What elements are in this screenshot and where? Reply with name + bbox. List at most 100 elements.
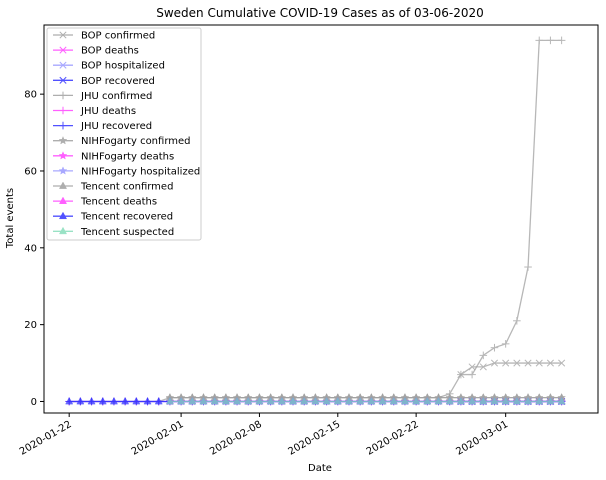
legend-swatch-marker: [59, 121, 67, 130]
y-tick-label: 80: [24, 90, 37, 101]
legend-swatch-marker: [59, 31, 67, 39]
data-point: [468, 363, 476, 371]
legend-label: BOP deaths: [81, 46, 139, 57]
data-point: [199, 396, 208, 405]
legend-label: BOP hospitalized: [81, 61, 165, 72]
legend: BOP confirmed BOP deaths BOP hospitalized B…: [46, 27, 202, 241]
chart-title: Sweden Cumulative COVID-19 Cases as of 0…: [156, 6, 484, 20]
legend-label: Tencent recovered: [80, 212, 173, 223]
data-point: [468, 396, 477, 405]
data-point: [468, 370, 476, 379]
legend-entry: [53, 196, 73, 204]
legend-box: [46, 27, 202, 241]
data-point: [490, 343, 499, 352]
data-point: [165, 396, 174, 405]
data-point: [266, 396, 275, 405]
legend-swatch-marker: [59, 76, 67, 84]
data-point: [457, 370, 465, 379]
legend-label: JHU deaths: [80, 106, 136, 117]
legend-swatch-marker: [58, 166, 68, 175]
data-point: [221, 396, 230, 405]
legend-entry: [53, 166, 73, 175]
data-point: [479, 363, 487, 371]
legend-entry: [53, 106, 73, 115]
x-tick-label: 2020-03-01: [454, 419, 510, 458]
data-point: [109, 396, 118, 405]
legend-swatch-marker: [58, 151, 68, 160]
data-point: [513, 317, 521, 325]
legend-entry: [53, 61, 73, 69]
data-point: [456, 396, 465, 405]
y-axis-label: Total events: [5, 188, 16, 249]
data-point: [445, 396, 454, 405]
legend-entry: [53, 31, 73, 39]
legend-label: JHU confirmed: [80, 91, 152, 102]
data-point: [333, 396, 342, 405]
series-line: [460, 362, 562, 376]
data-point: [132, 396, 141, 405]
data-point: [344, 396, 354, 405]
legend-entry: [53, 211, 73, 220]
x-tick-label: 2020-02-22: [365, 419, 421, 458]
legend-label: BOP confirmed: [81, 31, 155, 42]
legend-swatch-marker: [58, 135, 68, 145]
legend-entry: [53, 121, 73, 130]
legend-label: Tencent confirmed: [80, 182, 173, 193]
data-point: [535, 359, 543, 367]
legend-entry: [53, 226, 73, 235]
data-point: [501, 340, 510, 348]
data-point: [389, 396, 398, 405]
legend-swatch-marker: [58, 211, 68, 220]
data-point: [558, 359, 566, 367]
data-point: [288, 396, 298, 405]
legend-swatch-marker: [59, 106, 67, 115]
data-point: [501, 396, 510, 405]
data-point: [87, 396, 96, 405]
data-point: [154, 396, 163, 405]
data-point: [76, 396, 85, 405]
data-point: [546, 36, 555, 45]
data-point: [557, 36, 566, 45]
data-point: [546, 359, 554, 367]
legend-label: NIHFogarty confirmed: [81, 136, 191, 147]
x-tick-label: 2020-02-08: [208, 419, 264, 458]
data-point: [479, 351, 488, 360]
legend-entry: [53, 181, 73, 189]
legend-label: Tencent deaths: [80, 197, 157, 208]
data-point: [524, 396, 533, 405]
data-point: [311, 396, 320, 405]
data-point: [513, 359, 521, 367]
legend-label: NIHFogarty hospitalized: [81, 166, 200, 177]
data-point: [277, 396, 286, 405]
x-tick-label: 2020-02-15: [286, 419, 342, 458]
legend-entry: [53, 76, 73, 84]
data-point: [65, 396, 74, 405]
data-point: [210, 396, 219, 405]
data-point: [233, 396, 242, 405]
data-point: [177, 396, 186, 405]
data-point: [502, 359, 510, 367]
data-point: [535, 396, 544, 405]
legend-swatch-marker: [58, 181, 68, 189]
data-point: [322, 396, 331, 405]
data-point: [300, 396, 309, 405]
data-point: [535, 36, 544, 45]
legend-label: JHU recovered: [80, 121, 152, 132]
data-point: [400, 396, 409, 405]
data-point: [188, 396, 197, 405]
legend-entry: [53, 135, 73, 145]
y-tick-label: 40: [24, 243, 37, 254]
data-point: [121, 396, 130, 405]
legend-swatch-marker: [59, 61, 67, 69]
legend-entry: [53, 46, 73, 54]
series-tencent-suspected: [165, 396, 566, 405]
data-point: [490, 359, 499, 367]
y-tick-label: 20: [24, 320, 37, 331]
data-point: [244, 396, 253, 405]
legend-label: NIHFogarty deaths: [81, 151, 174, 162]
data-point: [98, 396, 107, 405]
legend-swatch-marker: [58, 196, 68, 204]
legend-swatch-marker: [58, 226, 68, 235]
y-tick-label: 0: [31, 397, 37, 408]
